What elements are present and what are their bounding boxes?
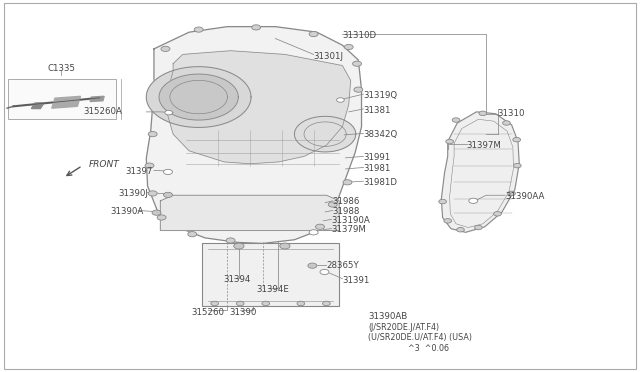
Polygon shape [147,27,362,243]
Bar [8,78,116,119]
Circle shape [145,163,154,168]
Polygon shape [90,96,104,102]
Circle shape [188,232,196,237]
Text: (U/SR20DE.U/AT.F4) (USA): (U/SR20DE.U/AT.F4) (USA) [368,333,472,343]
Polygon shape [147,67,251,128]
Circle shape [343,180,352,185]
Circle shape [236,301,244,306]
Circle shape [308,263,317,268]
Circle shape [148,132,157,137]
Circle shape [164,192,173,198]
Circle shape [148,191,157,196]
Text: 31988: 31988 [333,207,360,216]
Text: 313190A: 313190A [332,216,371,225]
Text: (J/SR20DE.J/AT.F4): (J/SR20DE.J/AT.F4) [368,323,439,332]
Circle shape [444,219,452,223]
Text: 31390A: 31390A [111,207,144,216]
Circle shape [513,163,521,168]
Circle shape [337,98,344,102]
Circle shape [353,61,362,66]
Text: 31301J: 31301J [314,52,344,61]
Text: 31981: 31981 [364,164,391,173]
Circle shape [252,25,260,30]
Circle shape [234,243,244,249]
Circle shape [157,215,166,220]
Circle shape [354,87,363,92]
Text: 31394: 31394 [223,275,250,284]
Polygon shape [294,116,356,152]
Text: 31390J: 31390J [119,189,148,198]
Polygon shape [167,51,351,164]
Circle shape [439,199,447,204]
Text: 31390AA: 31390AA [505,192,545,201]
Text: 31397M: 31397M [467,141,502,150]
Circle shape [316,224,324,230]
Circle shape [320,269,329,275]
Text: 28365Y: 28365Y [326,261,359,270]
Text: FRONT: FRONT [89,160,120,169]
Circle shape [262,301,269,306]
Text: 31394E: 31394E [256,285,289,294]
Circle shape [211,301,218,306]
Polygon shape [161,195,339,231]
Text: 31981D: 31981D [364,178,397,187]
Polygon shape [52,96,81,108]
Circle shape [164,169,173,174]
Circle shape [323,301,330,306]
Circle shape [152,210,161,215]
Circle shape [452,118,460,122]
Text: 31310D: 31310D [342,31,376,41]
Circle shape [161,46,170,51]
Text: ^3  ^0.06: ^3 ^0.06 [408,344,449,353]
Text: 31991: 31991 [364,153,390,161]
Text: 31390AB: 31390AB [368,312,407,321]
Text: 31390: 31390 [229,308,257,317]
Circle shape [226,238,235,243]
Circle shape [493,212,501,216]
Text: C1335: C1335 [47,64,76,73]
Circle shape [280,243,290,249]
Bar [202,243,339,307]
Circle shape [479,111,486,116]
Text: 31397: 31397 [125,167,152,176]
Text: 31319Q: 31319Q [364,91,397,100]
Circle shape [502,121,510,125]
Circle shape [165,110,173,115]
Circle shape [513,137,520,142]
Text: 31986: 31986 [333,197,360,206]
Text: 31310: 31310 [497,109,525,118]
Text: 38342Q: 38342Q [364,129,397,139]
Circle shape [457,228,465,232]
Circle shape [309,32,318,37]
Circle shape [194,27,203,32]
Circle shape [309,230,318,235]
Circle shape [446,139,454,144]
Polygon shape [159,74,238,120]
Circle shape [344,44,353,49]
Circle shape [468,198,477,203]
Text: 31381: 31381 [364,106,391,115]
Polygon shape [442,112,519,232]
Text: 315260A: 315260A [84,108,123,116]
Text: 31379M: 31379M [332,225,366,234]
Circle shape [474,225,482,230]
Circle shape [328,202,337,207]
Circle shape [508,191,515,196]
Circle shape [297,301,305,306]
Text: 31391: 31391 [342,276,370,285]
Polygon shape [31,103,44,109]
Text: 315260: 315260 [191,308,224,317]
